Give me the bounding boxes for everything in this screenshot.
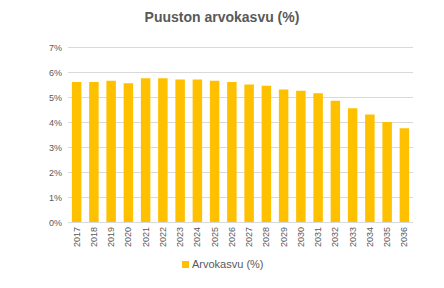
bar	[106, 81, 115, 222]
bar	[296, 91, 305, 222]
bar	[158, 78, 167, 222]
y-tick-label: 6%	[49, 68, 62, 78]
y-tick-label: 2%	[49, 168, 62, 178]
y-tick-label: 4%	[49, 118, 62, 128]
y-tick-label: 7%	[49, 43, 62, 53]
x-tick-label: 2036	[399, 227, 409, 247]
x-tick-label: 2019	[106, 227, 116, 247]
x-tick-label: 2022	[158, 227, 168, 247]
bars	[72, 78, 409, 222]
grid-line	[68, 122, 413, 123]
x-tick-label: 2021	[141, 227, 151, 247]
bar	[227, 82, 236, 222]
y-tick-label: 3%	[49, 143, 62, 153]
bar	[193, 80, 202, 223]
bar	[262, 86, 271, 222]
chart: Puuston arvokasvu (%) 0% 1% 2% 3% 4% 5% 6% 7% 201…	[0, 0, 444, 288]
bar	[210, 81, 219, 222]
y-tick-label: 1%	[49, 193, 62, 203]
bar	[175, 80, 184, 223]
x-tick-label: 2025	[210, 227, 220, 247]
x-tick-label: 2030	[296, 227, 306, 247]
x-tick-label: 2031	[313, 227, 323, 247]
x-tick-label: 2024	[192, 227, 202, 247]
grid-line	[68, 172, 413, 173]
bar	[365, 115, 374, 223]
bar	[348, 108, 357, 222]
grid-line	[68, 72, 413, 73]
grid-line	[68, 97, 413, 98]
x-tick-label: 2023	[175, 227, 185, 247]
y-tick-label: 0%	[49, 218, 62, 228]
grid-line	[68, 222, 413, 223]
bar	[89, 82, 98, 222]
bar	[400, 128, 409, 222]
x-tick-label: 2026	[227, 227, 237, 247]
x-tick-label: 2017	[72, 227, 82, 247]
grid-line	[68, 147, 413, 148]
bar	[382, 122, 391, 222]
bar	[313, 93, 322, 222]
x-axis	[68, 222, 413, 223]
title: Puuston arvokasvu (%)	[145, 9, 300, 25]
x-tick-label: 2033	[348, 227, 358, 247]
legend-swatch	[182, 261, 189, 268]
x-tick-label: 2032	[330, 227, 340, 247]
grid-line	[68, 197, 413, 198]
x-tick-label: 2018	[89, 227, 99, 247]
x-tick-label: 2035	[382, 227, 392, 247]
bar	[331, 101, 340, 222]
x-tick-label: 2020	[123, 227, 133, 247]
bar	[124, 83, 133, 222]
x-tick-label: 2027	[244, 227, 254, 247]
bar	[72, 82, 81, 222]
grid-line	[68, 47, 413, 48]
x-tick-label: 2029	[279, 227, 289, 247]
bar	[244, 85, 253, 223]
x-tick-label: 2028	[261, 227, 271, 247]
bar	[279, 90, 288, 223]
legend-label: Arvokasvu (%)	[192, 258, 264, 270]
x-tick-label: 2034	[365, 227, 375, 247]
bar	[141, 78, 150, 222]
y-tick-label: 5%	[49, 93, 62, 103]
